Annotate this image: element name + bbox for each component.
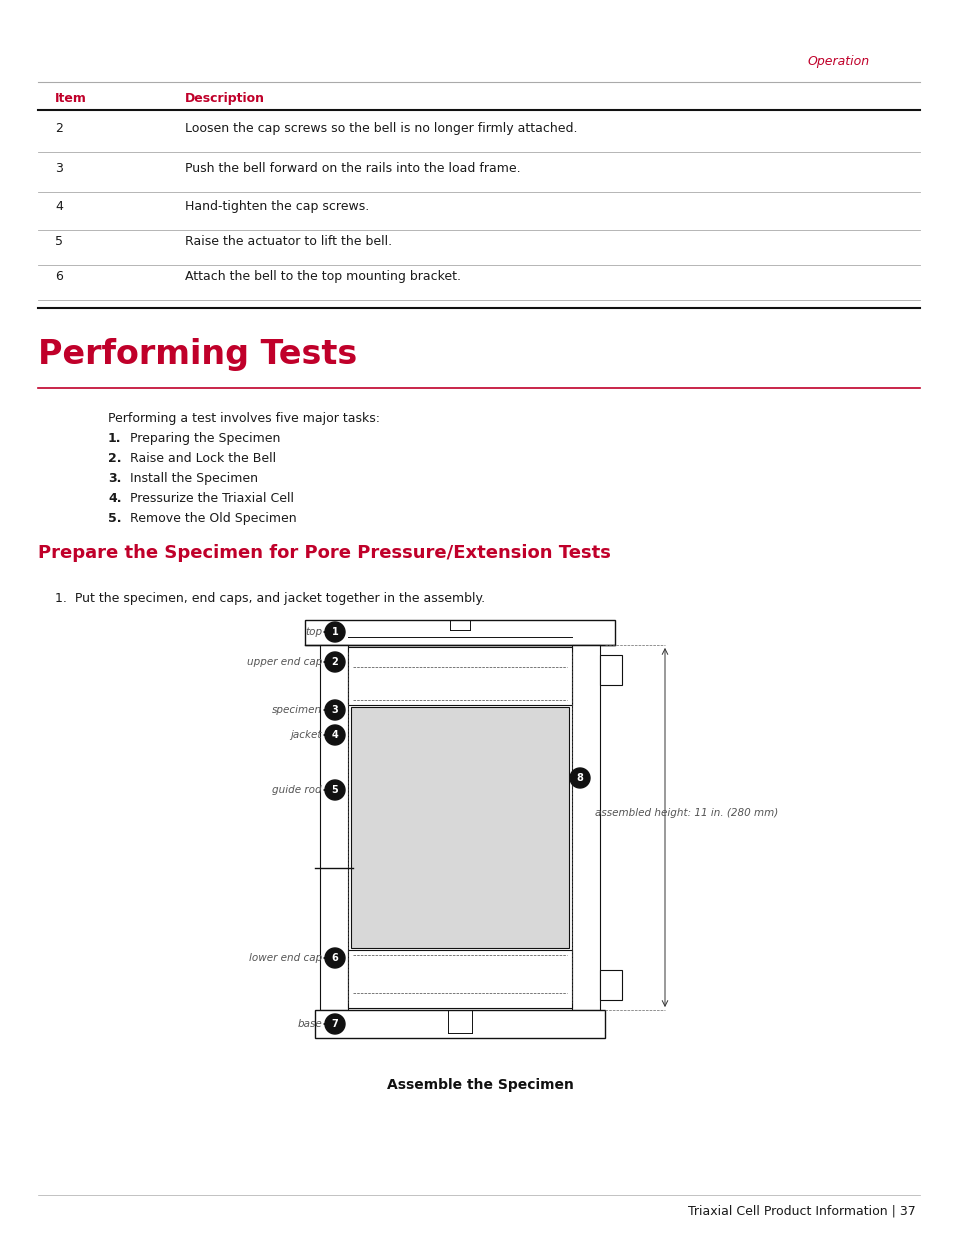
Text: 6: 6 [332, 953, 338, 963]
Circle shape [569, 768, 589, 788]
Text: Push the bell forward on the rails into the load frame.: Push the bell forward on the rails into … [185, 162, 520, 175]
Text: specimen: specimen [272, 705, 322, 715]
Bar [348, 647, 572, 705]
Text: 2: 2 [332, 657, 338, 667]
Text: Description: Description [185, 91, 265, 105]
Text: guide rod: guide rod [273, 785, 322, 795]
Circle shape [325, 652, 345, 672]
Circle shape [325, 781, 345, 800]
Text: Loosen the cap screws so the bell is no longer firmly attached.: Loosen the cap screws so the bell is no … [185, 122, 577, 135]
Bar [319, 645, 348, 1010]
Text: Attach the bell to the top mounting bracket.: Attach the bell to the top mounting brac… [185, 270, 460, 283]
Text: 2: 2 [55, 122, 63, 135]
Circle shape [325, 725, 345, 745]
Text: 6: 6 [55, 270, 63, 283]
Text: 3: 3 [332, 705, 338, 715]
Text: jacket: jacket [291, 730, 322, 740]
Text: 4.: 4. [108, 492, 121, 505]
Text: 1: 1 [332, 627, 338, 637]
Text: 2.: 2. [108, 452, 121, 466]
Text: Pressurize the Triaxial Cell: Pressurize the Triaxial Cell [130, 492, 294, 505]
Bar [572, 645, 599, 1010]
Text: 5.: 5. [108, 513, 121, 525]
Text: assembled height: 11 in. (280 mm): assembled height: 11 in. (280 mm) [595, 808, 778, 818]
Text: Assemble the Specimen: Assemble the Specimen [386, 1078, 573, 1092]
Text: 1.  Put the specimen, end caps, and jacket together in the assembly.: 1. Put the specimen, end caps, and jacke… [55, 592, 485, 605]
Text: Prepare the Specimen for Pore Pressure/Extension Tests: Prepare the Specimen for Pore Pressure/E… [38, 543, 610, 562]
Bar [305, 620, 615, 645]
Bar [599, 655, 621, 685]
Text: Preparing the Specimen: Preparing the Specimen [130, 432, 280, 445]
Text: Hand-tighten the cap screws.: Hand-tighten the cap screws. [185, 200, 369, 212]
Text: 4: 4 [332, 730, 338, 740]
Text: 3: 3 [55, 162, 63, 175]
Bar [351, 706, 568, 948]
Text: Performing Tests: Performing Tests [38, 338, 356, 370]
Text: base: base [297, 1019, 322, 1029]
Text: Remove the Old Specimen: Remove the Old Specimen [130, 513, 296, 525]
Text: Performing a test involves five major tasks:: Performing a test involves five major ta… [108, 412, 379, 425]
Text: Install the Specimen: Install the Specimen [130, 472, 257, 485]
Text: 5: 5 [55, 235, 63, 248]
Text: top: top [305, 627, 322, 637]
Text: 8: 8 [576, 773, 583, 783]
Text: lower end cap: lower end cap [249, 953, 322, 963]
Text: upper end cap: upper end cap [247, 657, 322, 667]
Text: 3.: 3. [108, 472, 121, 485]
Circle shape [325, 1014, 345, 1034]
Bar [348, 950, 572, 1008]
Text: 5: 5 [332, 785, 338, 795]
Circle shape [325, 700, 345, 720]
Circle shape [325, 948, 345, 968]
Text: Item: Item [55, 91, 87, 105]
Text: 7: 7 [332, 1019, 338, 1029]
Text: Raise the actuator to lift the bell.: Raise the actuator to lift the bell. [185, 235, 392, 248]
Text: 1.: 1. [108, 432, 121, 445]
Bar [599, 969, 621, 1000]
Text: 4: 4 [55, 200, 63, 212]
Bar [314, 1010, 604, 1037]
Text: Raise and Lock the Bell: Raise and Lock the Bell [130, 452, 275, 466]
Circle shape [325, 622, 345, 642]
Text: Operation: Operation [807, 56, 869, 68]
Text: Triaxial Cell Product Information | 37: Triaxial Cell Product Information | 37 [687, 1205, 915, 1218]
